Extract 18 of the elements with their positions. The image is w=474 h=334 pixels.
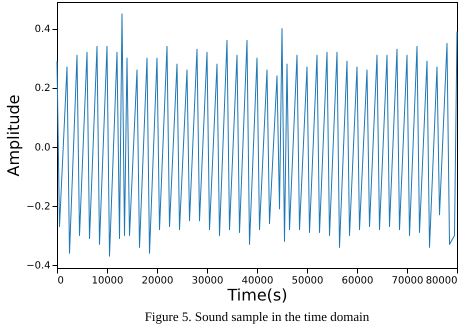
y-axis-title: Amplitude — [4, 94, 24, 176]
y-tick-label: 0.2 — [34, 83, 50, 94]
x-tick-label: 30000 — [192, 276, 224, 286]
x-tick-label: 40000 — [242, 276, 274, 286]
x-tick-label: 70000 — [392, 276, 424, 286]
y-tick-label: −0.2 — [26, 201, 50, 212]
caption: Figure 5. Sound sample in the time domain — [144, 309, 370, 324]
line-series — [56, 13, 458, 257]
x-axis-title: Time(s) — [226, 286, 288, 304]
x-tick-label: 80000 — [426, 276, 458, 286]
x-tick-label: 50000 — [292, 276, 324, 286]
y-tick-label: 0.0 — [34, 142, 50, 154]
x-tick-label: 10000 — [92, 276, 124, 286]
y-tick-label: −0.4 — [26, 260, 50, 272]
x-tick-label: 20000 — [142, 276, 174, 286]
x-tick-label: 60000 — [342, 276, 374, 286]
y-tick-label: 0.4 — [34, 24, 50, 36]
x-tick-label: 0 — [58, 276, 64, 286]
